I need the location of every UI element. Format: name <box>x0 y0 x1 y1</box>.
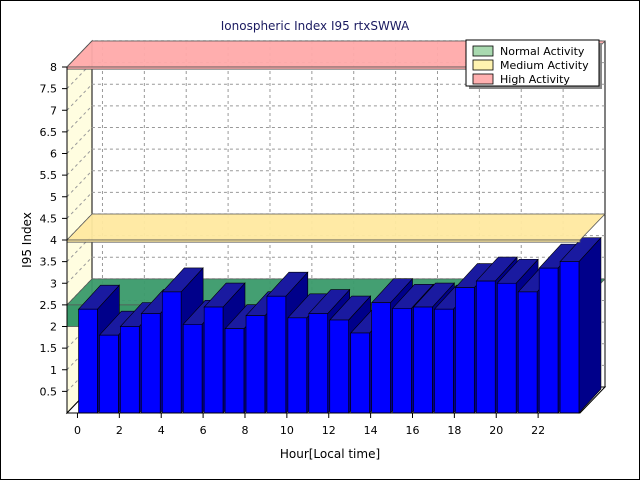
bar-front <box>329 319 349 414</box>
bar-front <box>287 317 308 414</box>
gridline-h <box>66 127 605 154</box>
bar-front <box>141 313 161 414</box>
legend-swatch <box>472 59 494 71</box>
bar-front <box>203 306 224 414</box>
bar-front <box>224 328 245 414</box>
x-tick-label: 14 <box>364 424 378 437</box>
gridline-h <box>66 105 605 133</box>
y-tick-label: 1.5 <box>40 342 58 355</box>
x-tick-label: 8 <box>241 424 248 437</box>
x-tick-label: 6 <box>200 424 207 437</box>
band-top <box>66 213 606 241</box>
bar-front <box>538 267 559 414</box>
y-tick-label: 6 <box>50 148 57 161</box>
y-tick-label: 7 <box>50 104 57 117</box>
y-tick-label: 7.5 <box>40 83 58 96</box>
x-tick-labels: 0 2 4 6 8 10 12 14 16 18 20 22 <box>74 424 545 437</box>
x-tick-label: 10 <box>280 424 294 437</box>
y-tick-label: 2 <box>50 321 57 334</box>
bar-side <box>578 236 602 414</box>
gridline-h <box>66 191 605 219</box>
y-axis-label: I95 Index <box>20 212 34 268</box>
y-tick-label: 1 <box>50 364 57 377</box>
bar-front <box>78 308 98 414</box>
bar-front <box>245 315 266 414</box>
bar-front <box>496 282 517 414</box>
y-tick-label: 4 <box>50 234 57 247</box>
x-tick-label: 12 <box>322 424 336 437</box>
bar-front <box>455 287 475 414</box>
axes <box>62 66 580 418</box>
legend-swatch <box>472 73 494 85</box>
bar-front <box>99 334 119 414</box>
x-tick-label: 0 <box>74 424 81 437</box>
bar-front <box>182 324 203 414</box>
y-tick-label: 5.5 <box>40 169 58 182</box>
bar-front <box>371 302 391 414</box>
chart-title: Ionospheric Index I95 rtxSWWA <box>221 19 410 33</box>
legend-label: Medium Activity <box>500 59 589 72</box>
legend-label: High Activity <box>500 73 570 86</box>
bar-front <box>559 261 580 414</box>
x-tick-label: 22 <box>531 424 545 437</box>
bar-front <box>120 326 140 414</box>
bar-front <box>350 332 370 414</box>
gridline-h <box>66 256 605 284</box>
bar-front <box>161 291 182 414</box>
gridline-h <box>66 148 605 176</box>
bars <box>77 236 602 414</box>
gridline-h <box>66 170 605 198</box>
bar-front <box>308 313 328 414</box>
band-front <box>66 239 581 243</box>
bar-front <box>392 308 412 414</box>
x-tick-label: 4 <box>158 424 165 437</box>
y-tick-label: 6.5 <box>40 126 58 139</box>
bar-front <box>434 308 454 414</box>
x-axis-label: Hour[Local time] <box>280 447 380 461</box>
band-medium-activity <box>66 213 606 243</box>
x-tick-label: 18 <box>447 424 461 437</box>
y-tick-label: 2.5 <box>40 299 58 312</box>
bar-front <box>413 306 433 414</box>
x-tick-label: 2 <box>116 424 123 437</box>
legend-label: Normal Activity <box>500 45 585 58</box>
y-tick-labels: 0.5 1 1.5 2 2.5 3 3.5 4 4.5 5 5.5 6 6.5 7 7.5 8 <box>40 61 58 398</box>
bar <box>559 236 602 414</box>
bar-front <box>517 291 538 414</box>
y-tick-label: 0.5 <box>40 385 58 398</box>
gridline-h <box>66 83 605 111</box>
x-tick-label: 16 <box>405 424 419 437</box>
bar-front <box>266 295 287 414</box>
y-tick-label: 3.5 <box>40 256 58 269</box>
y-tick-label: 8 <box>50 61 57 74</box>
y-tick-label: 3 <box>50 277 57 290</box>
legend-swatch <box>472 45 494 57</box>
y-tick-label: 4.5 <box>40 212 58 225</box>
x-tick-label: 20 <box>489 424 503 437</box>
bar-front <box>476 280 496 414</box>
y-tick-label: 5 <box>50 191 57 204</box>
